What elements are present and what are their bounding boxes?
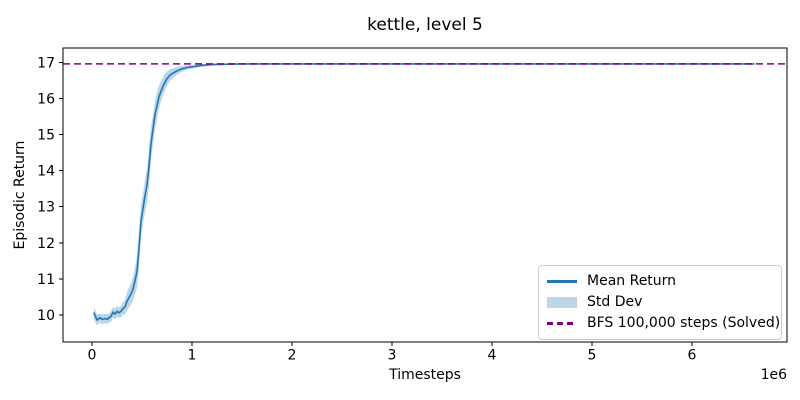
y-axis-label: Episodic Return: [12, 140, 28, 250]
y-tick-label: 13: [37, 200, 55, 216]
x-axis-offset-label: 1e6: [760, 367, 787, 383]
std-dev-patch-sample: [547, 297, 577, 308]
legend-box: Mean Return Std Dev BFS 100,000 steps (S…: [538, 265, 782, 340]
x-tick-label: 4: [488, 348, 497, 364]
y-tick-label: 15: [37, 128, 55, 144]
y-tick-label: 16: [37, 92, 55, 108]
y-tick-label: 11: [37, 272, 55, 288]
chart-title: kettle, level 5: [367, 15, 483, 35]
std-dev-band: [94, 63, 754, 326]
legend-item-std-dev: Std Dev: [547, 292, 773, 313]
y-tick-label: 10: [37, 308, 55, 324]
x-tick-label: 3: [388, 348, 397, 364]
legend-label-std-dev: Std Dev: [587, 294, 643, 310]
x-tick-label: 6: [688, 348, 697, 364]
x-axis-label: Timesteps: [389, 367, 461, 383]
legend-label-mean-return: Mean Return: [587, 273, 677, 289]
x-tick-label: 1: [188, 348, 197, 364]
x-tick-label: 5: [588, 348, 597, 364]
legend-item-bfs: BFS 100,000 steps (Solved): [547, 313, 780, 334]
bfs-dashed-line-sample: [547, 322, 577, 325]
legend-label-bfs: BFS 100,000 steps (Solved): [587, 315, 781, 331]
x-tick-label: 2: [288, 348, 297, 364]
y-tick-label: 17: [37, 55, 55, 71]
x-tick-label: 0: [88, 348, 97, 364]
legend-item-mean-return: Mean Return: [547, 271, 773, 292]
mean-return-line-sample: [547, 280, 577, 283]
y-tick-label: 12: [37, 236, 55, 252]
axes-frame: [62, 47, 788, 343]
y-tick-label: 14: [37, 164, 55, 180]
